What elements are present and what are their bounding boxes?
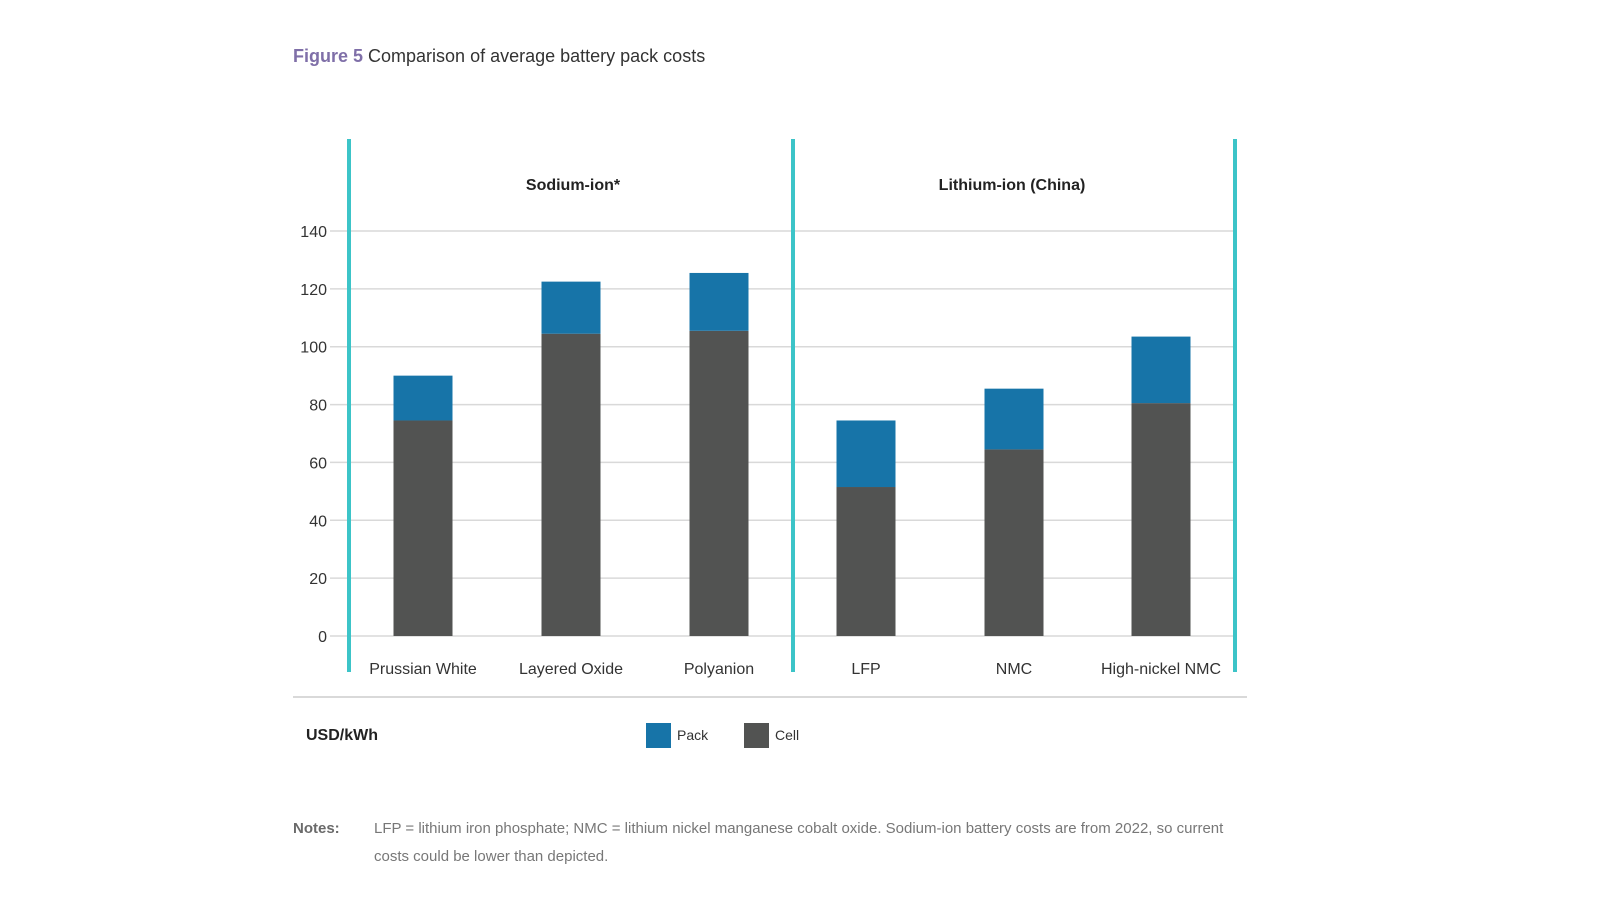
bar-cell [393, 420, 453, 636]
bar-cell [984, 449, 1044, 636]
group-label: Lithium-ion (China) [939, 177, 1086, 194]
y-tick-label: 60 [309, 455, 327, 472]
y-tick-label: 80 [309, 398, 327, 415]
notes: Notes: LFP = lithium iron phosphate; NMC… [293, 815, 1254, 871]
y-tick-label: 100 [300, 340, 327, 357]
x-tick-label: Layered Oxide [519, 661, 623, 678]
x-tick-label: Polyanion [684, 661, 754, 678]
y-tick-label: 20 [309, 571, 327, 588]
bar-pack [689, 272, 749, 331]
legend-label-cell: Cell [775, 727, 799, 743]
legend-label-pack: Pack [677, 727, 709, 743]
x-tick-label: High-nickel NMC [1101, 661, 1221, 678]
bar-cell [1131, 403, 1191, 636]
x-tick-label: NMC [996, 661, 1032, 678]
bar-pack [541, 281, 601, 334]
y-axis-label: USD/kWh [306, 727, 378, 744]
bar-cell [541, 333, 601, 636]
bar-pack [836, 420, 896, 488]
bar-cell [689, 330, 749, 636]
bar-pack [393, 375, 453, 421]
bar-pack [1131, 336, 1191, 404]
y-tick-label: 40 [309, 513, 327, 530]
y-tick-label: 0 [318, 629, 327, 646]
group-label: Sodium-ion* [526, 177, 621, 194]
bar-cell [836, 487, 896, 636]
y-tick-label: 120 [300, 282, 327, 299]
notes-label: Notes: [293, 820, 340, 837]
figure-title: Figure 5 Comparison of average battery p… [293, 46, 705, 67]
figure-title-text: Comparison of average battery pack costs [368, 46, 706, 66]
legend-swatch-pack [646, 723, 671, 748]
x-tick-label: Prussian White [369, 661, 477, 678]
legend-swatch-cell [744, 723, 769, 748]
bar-pack [984, 388, 1044, 450]
figure-label: Figure 5 [293, 46, 364, 66]
y-tick-label: 140 [300, 224, 327, 241]
notes-text: LFP = lithium iron phosphate; NMC = lith… [374, 820, 1224, 865]
x-tick-label: LFP [851, 661, 880, 678]
